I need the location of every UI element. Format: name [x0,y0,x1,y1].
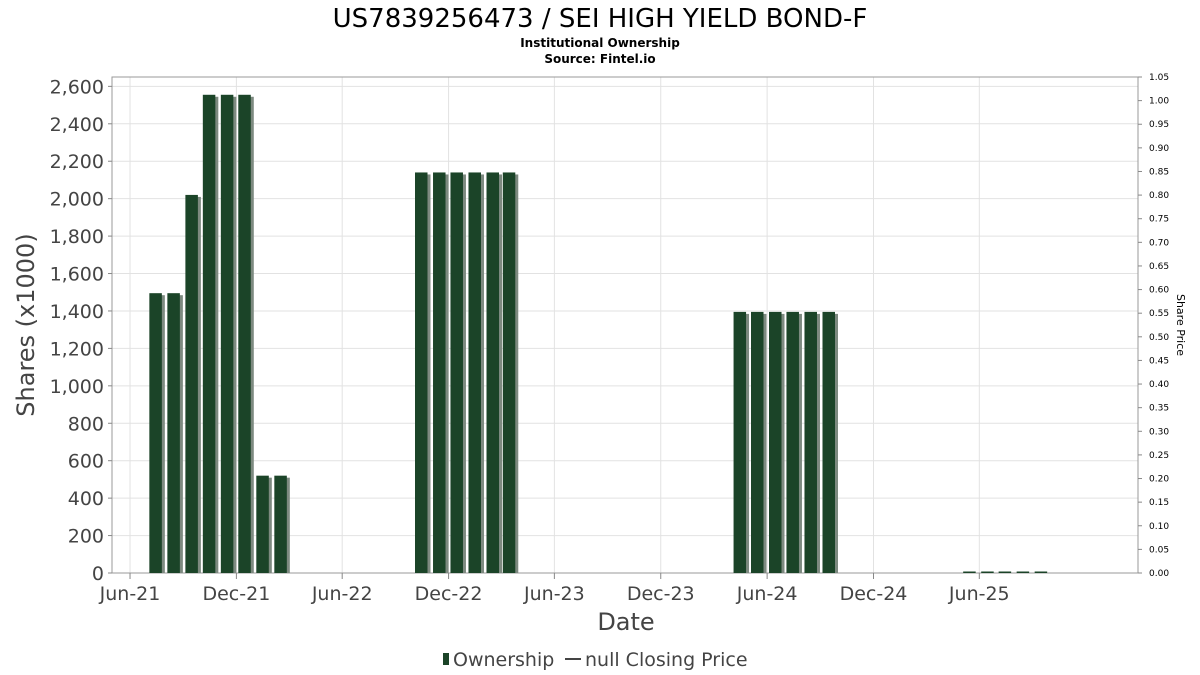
y2-tick-label: 0.85 [1149,167,1169,177]
y-tick-label: 2,200 [50,151,104,173]
ownership-bar [786,311,799,573]
y2-tick-label: 0.55 [1149,309,1169,319]
ownership-bar [220,94,234,574]
y2-tick-label: 1.00 [1149,97,1169,107]
grid-lines [112,77,1138,574]
y-tick-label: 200 [68,526,104,548]
ownership-bar [149,293,162,573]
x-axis-label: Date [597,608,654,636]
ownership-bar [185,194,198,573]
y2-axis-label: Share Price [1174,294,1187,356]
ownership-bar [274,475,287,573]
ownership-bar [1034,571,1048,573]
ownership-bar [256,475,269,573]
y-tick-label: 0 [92,563,104,585]
y2-tick-label: 0.40 [1149,380,1169,390]
legend-ownership-label: Ownership [453,649,554,671]
ownership-bar [450,172,463,573]
ownership-bar [1016,571,1030,573]
legend: Ownership null Closing Price [443,649,748,671]
y2-tick-label: 0.00 [1149,569,1169,579]
y2-tick-label: 0.95 [1149,120,1169,130]
x-tick-label: Dec-23 [627,583,695,605]
y2-tick-label: 0.05 [1149,545,1169,555]
x-tick-label: Jun-24 [736,583,798,605]
y2-tick-label: 0.35 [1149,404,1169,414]
y2-tick-label: 1.05 [1149,73,1169,83]
y2-tick-label: 0.45 [1149,356,1169,366]
legend-price-label: null Closing Price [585,649,748,671]
ownership-bar [822,311,835,573]
x-tick-label: Jun-25 [948,583,1010,605]
ownership-bar [769,311,782,573]
y2-tick-label: 0.25 [1149,451,1169,461]
ownership-bar [750,311,764,573]
y2-tick-label: 0.90 [1149,144,1169,154]
plot-area-border [111,76,1139,574]
y2-tick-label: 0.60 [1149,286,1169,296]
y-tick-label: 1,200 [50,338,104,360]
ownership-bar [415,172,428,573]
y-tick-label: 800 [68,413,104,435]
y-tick-label: 1,800 [50,226,104,248]
y2-tick-label: 0.15 [1149,498,1169,508]
ownership-bar [468,172,481,573]
y-axis-label: Shares (x1000) [12,233,40,416]
x-axis-ticks: Jun-21 Dec-21 Jun-22 Dec-22 Jun-23 Dec-23 Jun-… [99,573,1010,605]
ownership-bar [981,571,994,573]
x-tick-label: Dec-24 [840,583,908,605]
y-tick-label: 2,600 [50,76,104,98]
y2-tick-label: 0.20 [1149,475,1169,485]
y2-tick-label: 0.30 [1149,427,1169,437]
chart-title: US7839256473 / SEI HIGH YIELD BOND-F [333,4,868,34]
ownership-bar [998,571,1012,573]
ownership-bar [238,94,251,574]
ownership-bars [149,94,1048,574]
ownership-bar [963,571,976,573]
ownership-bar [433,172,446,573]
ownership-bar [502,172,516,573]
ownership-bar [733,311,747,573]
x-tick-label: Jun-23 [523,583,585,605]
ownership-bar [486,172,500,573]
ownership-bar [804,311,817,573]
y2-tick-label: 0.75 [1149,215,1169,225]
y-tick-label: 1,000 [50,376,104,398]
y-tick-label: 400 [68,488,104,510]
y2-tick-label: 0.65 [1149,262,1169,272]
y2-tick-label: 0.50 [1149,333,1169,343]
ownership-bar [202,94,216,574]
x-tick-label: Dec-22 [415,583,483,605]
y-tick-label: 2,400 [50,114,104,136]
y-tick-label: 2,000 [50,189,104,211]
y-tick-label: 1,600 [50,264,104,286]
legend-ownership-swatch [443,653,449,665]
y-tick-label: 600 [68,451,104,473]
y-tick-label: 1,400 [50,301,104,323]
y2-tick-label: 0.80 [1149,191,1169,201]
chart-subtitle-ownership: Institutional Ownership [520,36,680,50]
y-axis-right-ticks: 0.00 0.05 0.10 0.15 0.20 0.25 0.30 0.35 0.40 0.45… [1138,73,1169,579]
y-axis-left-ticks: 0 200 400 600 800 1,000 1,200 1,400 1,600 1,800 2,… [50,76,112,585]
x-tick-label: Jun-21 [99,583,161,605]
x-tick-label: Jun-22 [311,583,373,605]
y2-tick-label: 0.70 [1149,238,1169,248]
y2-tick-label: 0.10 [1149,522,1169,532]
chart-subtitle-source: Source: Fintel.io [544,52,655,66]
ownership-bar [167,293,180,573]
x-tick-label: Dec-21 [202,583,270,605]
